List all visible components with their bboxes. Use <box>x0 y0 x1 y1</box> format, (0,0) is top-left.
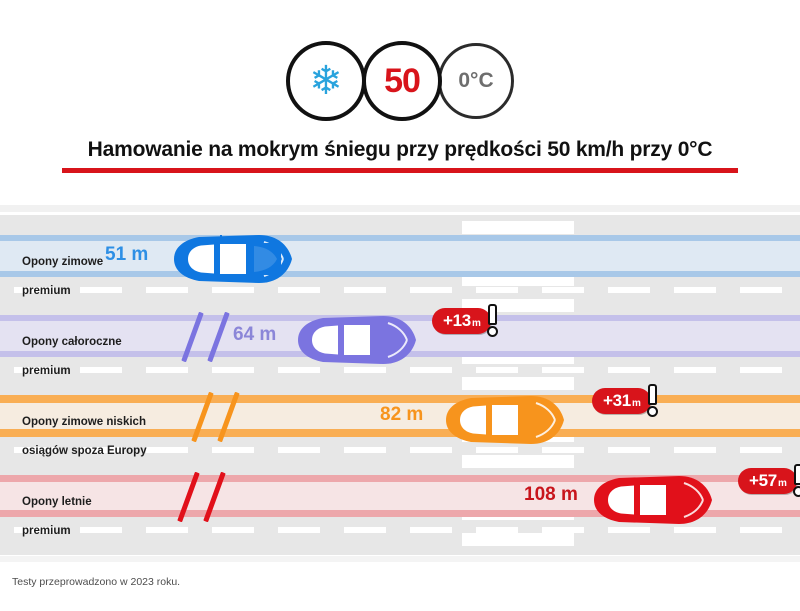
row-value-3: 82 m <box>380 404 424 425</box>
lane-divider-3 <box>0 447 800 453</box>
title-underline <box>62 168 738 173</box>
lane-band-row-3 <box>0 395 800 437</box>
exclamation-icon <box>645 384 661 418</box>
car-icon-row-4 <box>594 476 712 524</box>
car-icon-row-2 <box>298 316 416 364</box>
lane-divider-2 <box>0 367 800 373</box>
delta-badge-row-2: +13 m <box>432 304 501 337</box>
snowflake-icon: ❄ <box>309 59 343 103</box>
lane-divider-4 <box>0 527 800 533</box>
row-label-2: Opony całoroczne premium <box>22 335 122 378</box>
snowflake-badge: ❄ <box>286 41 366 121</box>
temperature-badge: 0°C <box>438 43 514 119</box>
lane-divider-1 <box>0 287 800 293</box>
car-icon-row-1 <box>174 235 292 283</box>
lane-band-row-1 <box>0 235 800 277</box>
row-label-3: Opony zimowe niskich osiągów spoza Europ… <box>22 415 147 458</box>
row-value-1: 51 m <box>105 244 149 265</box>
row-label-4: Opony letnie premium <box>22 495 92 538</box>
speed-badge: 50 <box>362 41 442 121</box>
delta-badge-row-4: +57 m <box>738 464 800 497</box>
road-top-band <box>0 205 800 212</box>
speed-value: 50 <box>384 61 421 100</box>
exclamation-icon <box>791 464 800 498</box>
temperature-value: 0°C <box>458 69 494 92</box>
title-block: Hamowanie na mokrym śniegu przy prędkośc… <box>0 138 800 173</box>
delta-badge-row-3: +31 m <box>592 384 661 417</box>
road-bottom-band <box>0 556 800 562</box>
row-label-1: Opony zimowe premium <box>22 255 104 298</box>
exclamation-icon <box>485 304 501 338</box>
footer-note: Testy przeprowadzono w 2023 roku. <box>12 576 181 588</box>
row-value-4: 108 m <box>524 484 578 505</box>
road-surface: Opony zimowe premium 51 m Opony całoro <box>0 215 800 555</box>
row-value-2: 64 m <box>233 324 277 345</box>
page-title: Hamowanie na mokrym śniegu przy prędkośc… <box>87 138 713 161</box>
header-badges: ❄ 50 0°C <box>0 40 800 122</box>
car-icon-row-3 <box>446 396 564 444</box>
